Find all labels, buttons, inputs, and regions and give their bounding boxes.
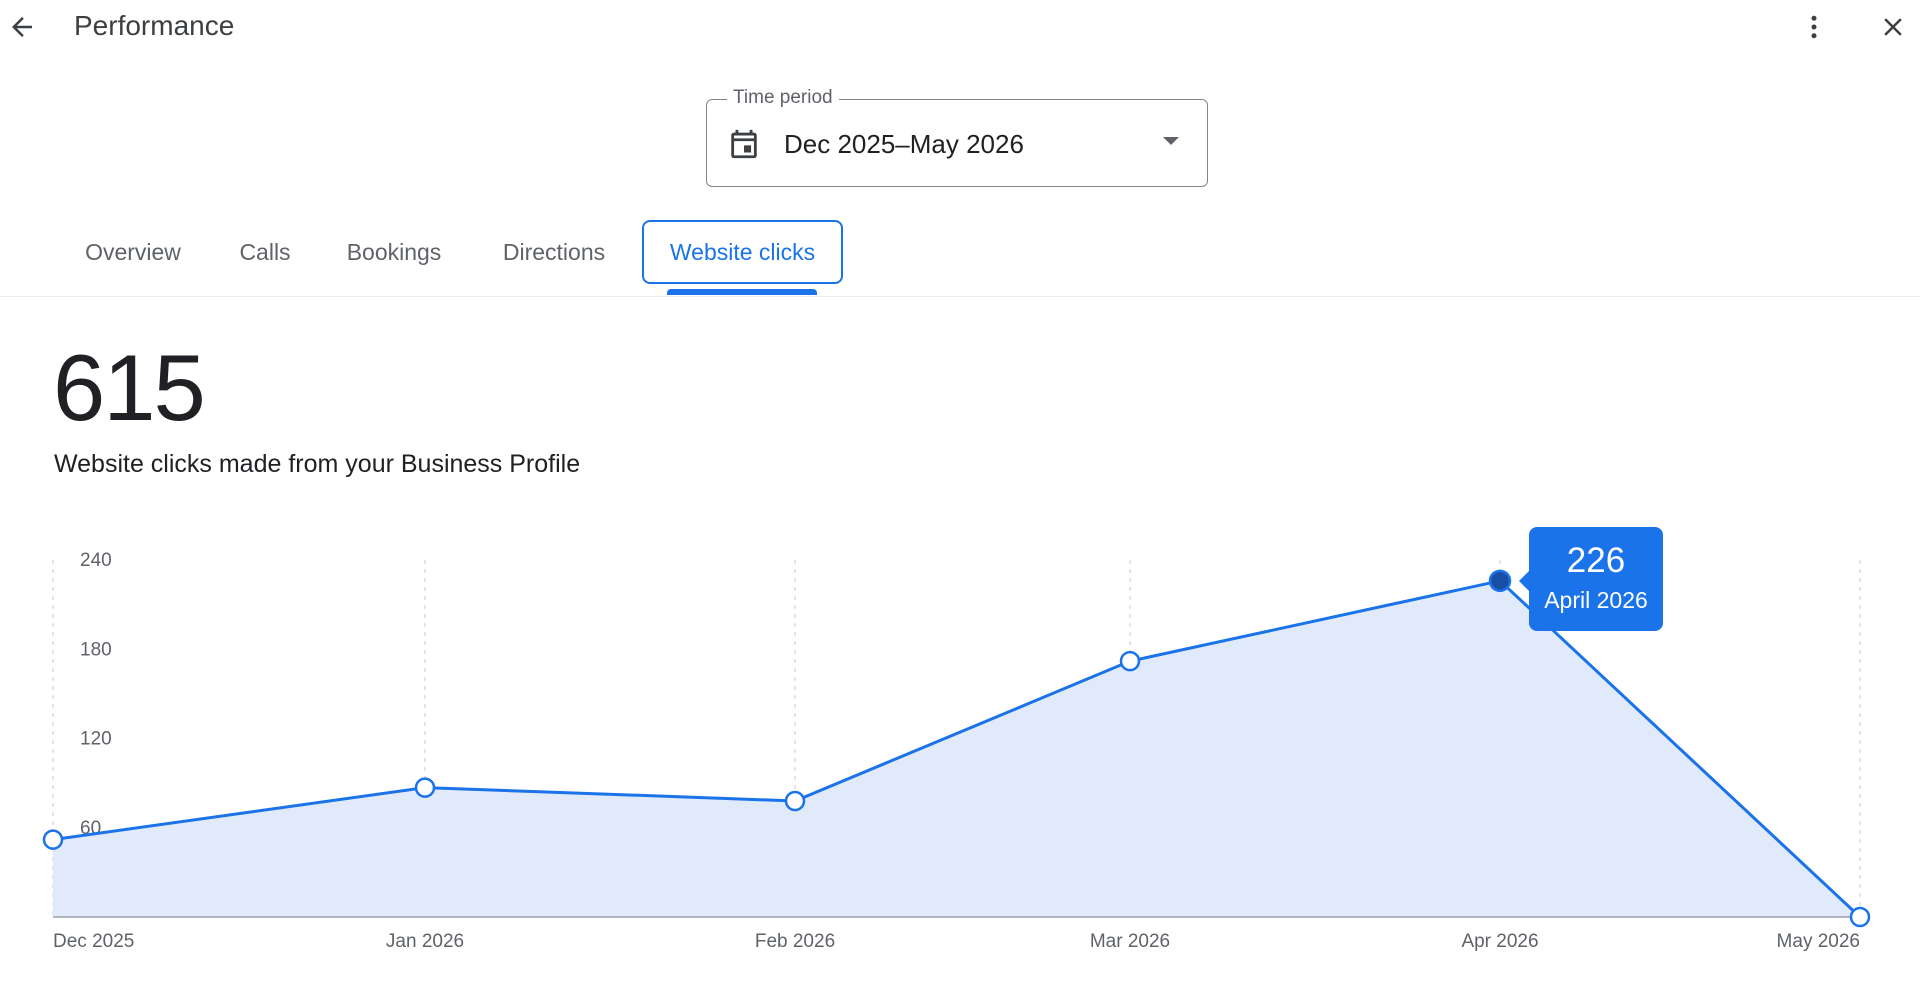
x-tick-2: Feb 2026 bbox=[755, 931, 835, 952]
tab-directions[interactable]: Directions bbox=[502, 239, 606, 265]
arrow-back-icon bbox=[12, 17, 32, 37]
tab-bookings[interactable]: Bookings bbox=[346, 239, 442, 265]
x-tick-1: Jan 2026 bbox=[386, 931, 464, 952]
more-vert-icon bbox=[1811, 15, 1817, 39]
metric-description: Website clicks made from your Business P… bbox=[54, 450, 581, 478]
x-tick-0: Dec 2025 bbox=[53, 931, 134, 952]
data-point-1 bbox=[414, 777, 436, 798]
chart-tooltip: 226 April 2026 bbox=[1519, 527, 1663, 631]
y-tick-180: 180 bbox=[80, 639, 112, 660]
active-tab-indicator bbox=[667, 289, 817, 295]
time-period-select[interactable]: Time period Dec 2025–May 2026 bbox=[706, 87, 1208, 187]
page-title: Performance bbox=[74, 10, 235, 41]
tooltip-value: 226 bbox=[1566, 541, 1626, 580]
website-clicks-total: 615 bbox=[53, 335, 206, 440]
series-line bbox=[52, 579, 1862, 919]
more-options-button[interactable] bbox=[1790, 3, 1838, 51]
x-tick-5: May 2026 bbox=[1777, 931, 1860, 952]
tooltip-label: April 2026 bbox=[1544, 587, 1648, 613]
tab-bar: Overview Calls Bookings Directions Websi… bbox=[0, 220, 1920, 297]
dropdown-arrow-icon bbox=[1163, 137, 1179, 145]
calendar-icon bbox=[727, 127, 761, 166]
y-tick-240: 240 bbox=[80, 550, 112, 571]
back-button[interactable] bbox=[0, 3, 46, 51]
time-period-value: Dec 2025–May 2026 bbox=[784, 129, 1024, 159]
data-point-2 bbox=[784, 790, 806, 812]
tab-website-clicks[interactable]: Website clicks bbox=[642, 220, 843, 284]
data-point-3 bbox=[1119, 650, 1141, 672]
data-point-5 bbox=[1849, 906, 1871, 928]
tab-overview[interactable]: Overview bbox=[85, 239, 181, 265]
time-period-label: Time period bbox=[727, 87, 839, 109]
area-fill bbox=[53, 580, 1860, 917]
x-tick-4: Apr 2026 bbox=[1461, 931, 1538, 952]
data-point-4 bbox=[1488, 569, 1512, 593]
close-icon bbox=[1884, 18, 1902, 36]
data-point-0 bbox=[42, 829, 64, 850]
tab-calls[interactable]: Calls bbox=[239, 239, 291, 265]
close-button[interactable] bbox=[1869, 3, 1917, 51]
x-tick-3: Mar 2026 bbox=[1090, 931, 1170, 952]
y-tick-120: 120 bbox=[80, 729, 112, 750]
top-app-bar: Performance bbox=[0, 0, 1920, 56]
